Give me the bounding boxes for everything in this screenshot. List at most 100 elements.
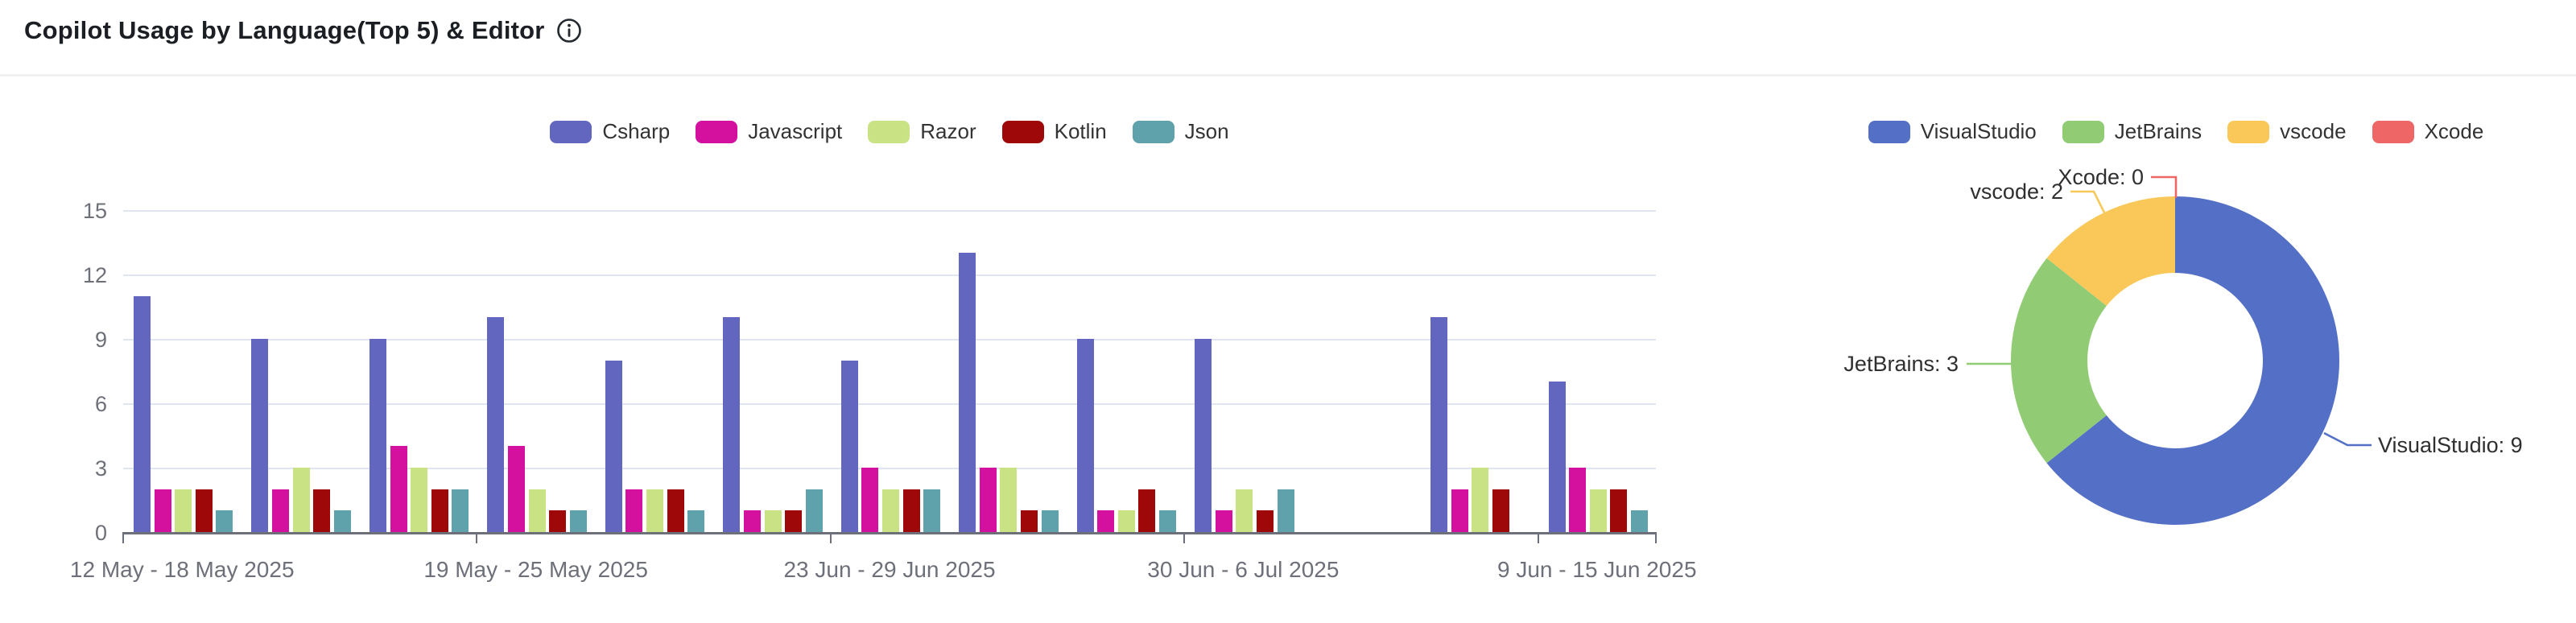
- bar-chart-plot-area: 0 3 6 9 12 15 12 May - 18 May 2025 19 May - 25 …: [70, 199, 1697, 582]
- bar-json-0[interactable]: [216, 510, 233, 532]
- bar-csharp-1[interactable]: [251, 339, 269, 532]
- bar-javascript-3[interactable]: [507, 446, 525, 532]
- bar-csharp-0[interactable]: [134, 295, 151, 532]
- bar-csharp-6[interactable]: [840, 360, 858, 532]
- bar-javascript-7[interactable]: [979, 468, 997, 532]
- legend-label: JetBrains: [2114, 119, 2202, 143]
- bar-csharp-4[interactable]: [605, 360, 622, 532]
- bar-kotlin-1[interactable]: [313, 489, 331, 532]
- legend-item-javascript[interactable]: Javascript: [696, 119, 842, 144]
- bar-json-8[interactable]: [1159, 510, 1177, 532]
- pie-label-line-vscode: [2070, 190, 2106, 213]
- bar-javascript-8[interactable]: [1097, 510, 1115, 532]
- bar-razor-6[interactable]: [881, 489, 899, 532]
- bar-kotlin-11[interactable]: [1492, 489, 1509, 532]
- pie-slice-visualstudio[interactable]: [2046, 196, 2340, 525]
- bar-javascript-4[interactable]: [625, 489, 643, 532]
- bar-javascript-2[interactable]: [390, 446, 407, 532]
- bar-csharp-9[interactable]: [1195, 339, 1212, 532]
- bar-json-5[interactable]: [805, 489, 823, 532]
- legend-item-razor[interactable]: Razor: [868, 119, 976, 144]
- bar-razor-3[interactable]: [528, 489, 546, 532]
- y-axis-label: 3: [94, 456, 107, 481]
- bar-chart-legend: Csharp Javascript Razor Kotlin Json: [123, 119, 1656, 144]
- gridline: [123, 339, 1656, 340]
- pie-label-xcode: Xcode: 0: [2058, 165, 2144, 189]
- legend-label: VisualStudio: [1920, 119, 2037, 143]
- bar-javascript-12[interactable]: [1569, 468, 1587, 532]
- bar-kotlin-4[interactable]: [667, 489, 684, 532]
- bar-razor-0[interactable]: [175, 489, 192, 532]
- bar-razor-5[interactable]: [764, 510, 782, 532]
- legend-label: Razor: [920, 119, 976, 143]
- bar-javascript-1[interactable]: [272, 489, 290, 532]
- x-axis-tick: [830, 534, 832, 543]
- pie-slice-vscode[interactable]: [2046, 196, 2175, 307]
- legend-item-visualstudio[interactable]: VisualStudio: [1868, 119, 2037, 144]
- bar-csharp-7[interactable]: [959, 253, 976, 532]
- bar-javascript-0[interactable]: [154, 489, 171, 532]
- bar-razor-9[interactable]: [1236, 489, 1253, 532]
- bar-json-9[interactable]: [1277, 489, 1294, 532]
- bar-json-7[interactable]: [1041, 510, 1059, 532]
- bar-json-6[interactable]: [923, 489, 941, 532]
- legend-swatch-xcode: [2372, 120, 2414, 143]
- legend-swatch-visualstudio: [1868, 120, 1910, 143]
- bar-csharp-12[interactable]: [1548, 382, 1566, 532]
- gridline: [123, 468, 1656, 469]
- bar-razor-8[interactable]: [1117, 510, 1135, 532]
- bar-kotlin-12[interactable]: [1610, 489, 1628, 532]
- bar-kotlin-3[interactable]: [549, 510, 567, 532]
- bar-razor-11[interactable]: [1472, 468, 1489, 532]
- y-axis-label: 6: [94, 392, 107, 416]
- bar-json-2[interactable]: [452, 489, 469, 532]
- bar-csharp-8[interactable]: [1076, 339, 1094, 532]
- legend-item-json[interactable]: Json: [1132, 119, 1229, 144]
- legend-swatch-json: [1132, 120, 1174, 143]
- bar-csharp-2[interactable]: [369, 339, 386, 532]
- bar-kotlin-5[interactable]: [785, 510, 803, 532]
- legend-item-jetbrains[interactable]: JetBrains: [2062, 119, 2202, 144]
- legend-item-csharp[interactable]: Csharp: [550, 119, 670, 144]
- x-axis-tick: [1183, 534, 1185, 543]
- bar-kotlin-0[interactable]: [195, 489, 213, 532]
- legend-item-vscode[interactable]: vscode: [2227, 119, 2347, 144]
- bar-javascript-9[interactable]: [1215, 510, 1232, 532]
- pie-slice-jetbrains[interactable]: [2011, 258, 2107, 464]
- bar-csharp-5[interactable]: [723, 317, 741, 532]
- legend-item-xcode[interactable]: Xcode: [2372, 119, 2483, 144]
- legend-swatch-kotlin: [1001, 120, 1044, 143]
- bar-kotlin-2[interactable]: [431, 489, 448, 532]
- bar-razor-7[interactable]: [1000, 468, 1018, 532]
- bar-json-12[interactable]: [1630, 510, 1648, 532]
- bar-json-1[interactable]: [333, 510, 351, 532]
- bar-razor-4[interactable]: [646, 489, 664, 532]
- x-axis-tick: [1538, 534, 1539, 543]
- pie-label-line-visualstudio: [2323, 431, 2372, 447]
- bar-razor-12[interactable]: [1589, 489, 1607, 532]
- bar-razor-1[interactable]: [292, 468, 310, 532]
- legend-swatch-vscode: [2227, 120, 2270, 143]
- bar-json-3[interactable]: [569, 510, 587, 532]
- y-axis-label: 15: [82, 199, 107, 223]
- legend-label: vscode: [2280, 119, 2347, 143]
- bar-json-4[interactable]: [687, 510, 705, 532]
- x-axis-tick: [476, 534, 477, 543]
- bar-kotlin-7[interactable]: [1021, 510, 1038, 532]
- bar-kotlin-9[interactable]: [1256, 510, 1274, 532]
- bar-razor-2[interactable]: [411, 468, 428, 532]
- bar-csharp-11[interactable]: [1430, 317, 1448, 532]
- bar-javascript-6[interactable]: [861, 468, 879, 532]
- bar-kotlin-6[interactable]: [902, 489, 920, 532]
- pie-label-vscode: vscode: 2: [1970, 179, 2063, 204]
- bar-javascript-11[interactable]: [1451, 489, 1468, 532]
- legend-item-kotlin[interactable]: Kotlin: [1001, 119, 1107, 144]
- info-icon[interactable]: [556, 18, 582, 43]
- x-axis-label: 12 May - 18 May 2025: [69, 557, 295, 582]
- bar-kotlin-8[interactable]: [1138, 489, 1156, 532]
- bar-javascript-5[interactable]: [743, 510, 761, 532]
- y-axis-label: 9: [94, 328, 107, 352]
- legend-label: Json: [1184, 119, 1229, 143]
- bar-csharp-3[interactable]: [487, 317, 505, 532]
